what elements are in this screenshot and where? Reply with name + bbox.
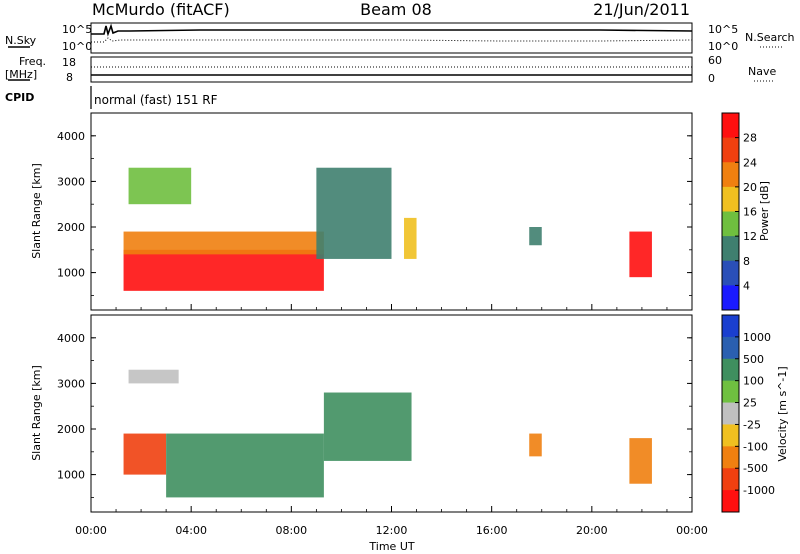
velocity-colorbar-swatch bbox=[722, 468, 739, 491]
power-region-2 bbox=[128, 167, 192, 205]
velocity-region-0 bbox=[123, 433, 167, 475]
velocity-ytick-label: 2000 bbox=[57, 423, 85, 436]
x-tick-label: 20:00 bbox=[576, 524, 608, 537]
freq-label: Freq. bbox=[19, 55, 46, 68]
x-axis-label: Time UT bbox=[368, 540, 414, 553]
freq-tick-bottom: 8 bbox=[66, 71, 73, 84]
n-sky-tick-bottom: 10^0 bbox=[62, 40, 92, 53]
n-sky-label: N.Sky bbox=[5, 34, 37, 47]
velocity-colorbar-label: 100 bbox=[743, 375, 764, 388]
power-region-0 bbox=[123, 249, 324, 291]
power-colorbar-swatch bbox=[722, 186, 739, 212]
velocity-ytick-label: 4000 bbox=[57, 332, 85, 345]
velocity-colorbar-frame bbox=[721, 314, 740, 513]
power-colorbar-label: 4 bbox=[743, 279, 750, 292]
power-region-4 bbox=[404, 217, 417, 259]
n-search-label: N.Search bbox=[745, 31, 795, 44]
velocity-colorbar-label: Velocity [m s^-1] bbox=[776, 366, 789, 461]
velocity-region-2 bbox=[128, 369, 179, 384]
power-heatmap bbox=[123, 167, 652, 291]
beam-title: Beam 08 bbox=[360, 0, 432, 19]
power-ytick-label: 4000 bbox=[57, 130, 85, 143]
velocity-colorbar-label: -1000 bbox=[743, 484, 775, 497]
velocity-colorbar-swatch bbox=[722, 380, 739, 404]
velocity-colorbar-swatch bbox=[722, 490, 739, 513]
power-colorbar-swatch bbox=[722, 285, 739, 311]
velocity-colorbar-label: 25 bbox=[743, 397, 757, 410]
velocity-colorbar-swatch bbox=[722, 424, 739, 447]
power-ytick-label: 3000 bbox=[57, 175, 85, 188]
x-tick-label: 00:00 bbox=[75, 524, 107, 537]
n-search-trace bbox=[91, 37, 693, 43]
velocity-colorbar-label: 500 bbox=[743, 353, 764, 366]
power-region-5 bbox=[529, 227, 542, 246]
power-colorbar-swatch bbox=[722, 137, 739, 163]
velocity-colorbar-label: 1000 bbox=[743, 331, 771, 344]
power-colorbar-label: 20 bbox=[743, 181, 757, 194]
power-colorbar-label: 12 bbox=[743, 230, 757, 243]
power-ytick-label: 1000 bbox=[57, 267, 85, 280]
x-tick-label: 12:00 bbox=[376, 524, 408, 537]
power-colorbar-label: 8 bbox=[743, 255, 750, 268]
velocity-ytick-label: 3000 bbox=[57, 377, 85, 390]
power-colorbar-label: 16 bbox=[743, 206, 757, 219]
power-colorbar-label: 28 bbox=[743, 132, 757, 145]
n-sky-tick-top: 10^5 bbox=[62, 23, 92, 36]
n-sky-trace bbox=[91, 23, 693, 37]
x-tick-label: 04:00 bbox=[175, 524, 207, 537]
n-search-tick-bottom: 10^0 bbox=[708, 40, 738, 53]
power-colorbar-label: 24 bbox=[743, 156, 757, 169]
x-tick-label: 00:00 bbox=[676, 524, 708, 537]
n-search-tick-top: 10^5 bbox=[708, 23, 738, 36]
freq-unit-label: [MHz] bbox=[5, 68, 37, 81]
velocity-region-3 bbox=[323, 392, 412, 461]
velocity-colorbar-swatch bbox=[722, 315, 739, 338]
power-ytick-label: 2000 bbox=[57, 221, 85, 234]
x-tick-label: 08:00 bbox=[275, 524, 307, 537]
velocity-colorbar-swatch bbox=[722, 446, 739, 469]
velocity-ytick-label: 1000 bbox=[57, 469, 85, 482]
velocity-region-1 bbox=[166, 433, 324, 498]
velocity-colorbar-swatch bbox=[722, 336, 739, 360]
cpid-label: CPID bbox=[5, 91, 34, 104]
power-colorbar-swatch bbox=[722, 211, 739, 237]
power-colorbar-label: Power [dB] bbox=[758, 181, 771, 241]
velocity-colorbar-label: -25 bbox=[743, 418, 761, 431]
power-colorbar-swatch bbox=[722, 162, 739, 188]
velocity-region-4 bbox=[529, 433, 542, 457]
power-ylabel: Slant Range [km] bbox=[30, 163, 43, 259]
power-colorbar-swatch bbox=[722, 236, 739, 262]
power-colorbar-swatch bbox=[722, 113, 739, 139]
velocity-colorbar-swatch bbox=[722, 358, 739, 382]
date-title: 21/Jun/2011 bbox=[593, 0, 690, 19]
freq-tick-top: 18 bbox=[62, 56, 76, 69]
nave-tick-top: 60 bbox=[708, 54, 722, 67]
velocity-colorbar-label: -500 bbox=[743, 462, 768, 475]
cpid-text: normal (fast) 151 RF bbox=[94, 93, 218, 107]
power-colorbar: 4 8 12 16 20 24 28 bbox=[721, 112, 757, 311]
velocity-ylabel: Slant Range [km] bbox=[30, 365, 43, 461]
power-region-1 bbox=[123, 231, 324, 255]
power-region-6 bbox=[629, 231, 652, 278]
nave-label: Nave bbox=[748, 65, 776, 78]
power-region-3 bbox=[316, 167, 392, 259]
velocity-colorbar: 1000 500 100 25 -25 -100 -500 -1000 bbox=[721, 314, 775, 513]
velocity-colorbar-label: -100 bbox=[743, 440, 768, 453]
velocity-region-5 bbox=[629, 438, 652, 484]
nave-tick-bottom: 0 bbox=[708, 72, 715, 85]
freq-nave-panel bbox=[90, 56, 693, 83]
velocity-heatmap bbox=[123, 369, 652, 498]
station-title: McMurdo (fitACF) bbox=[92, 0, 230, 19]
velocity-colorbar-swatch bbox=[722, 402, 739, 425]
power-colorbar-swatch bbox=[722, 260, 739, 286]
sky-search-panel bbox=[90, 22, 693, 54]
x-tick-label: 16:00 bbox=[476, 524, 508, 537]
